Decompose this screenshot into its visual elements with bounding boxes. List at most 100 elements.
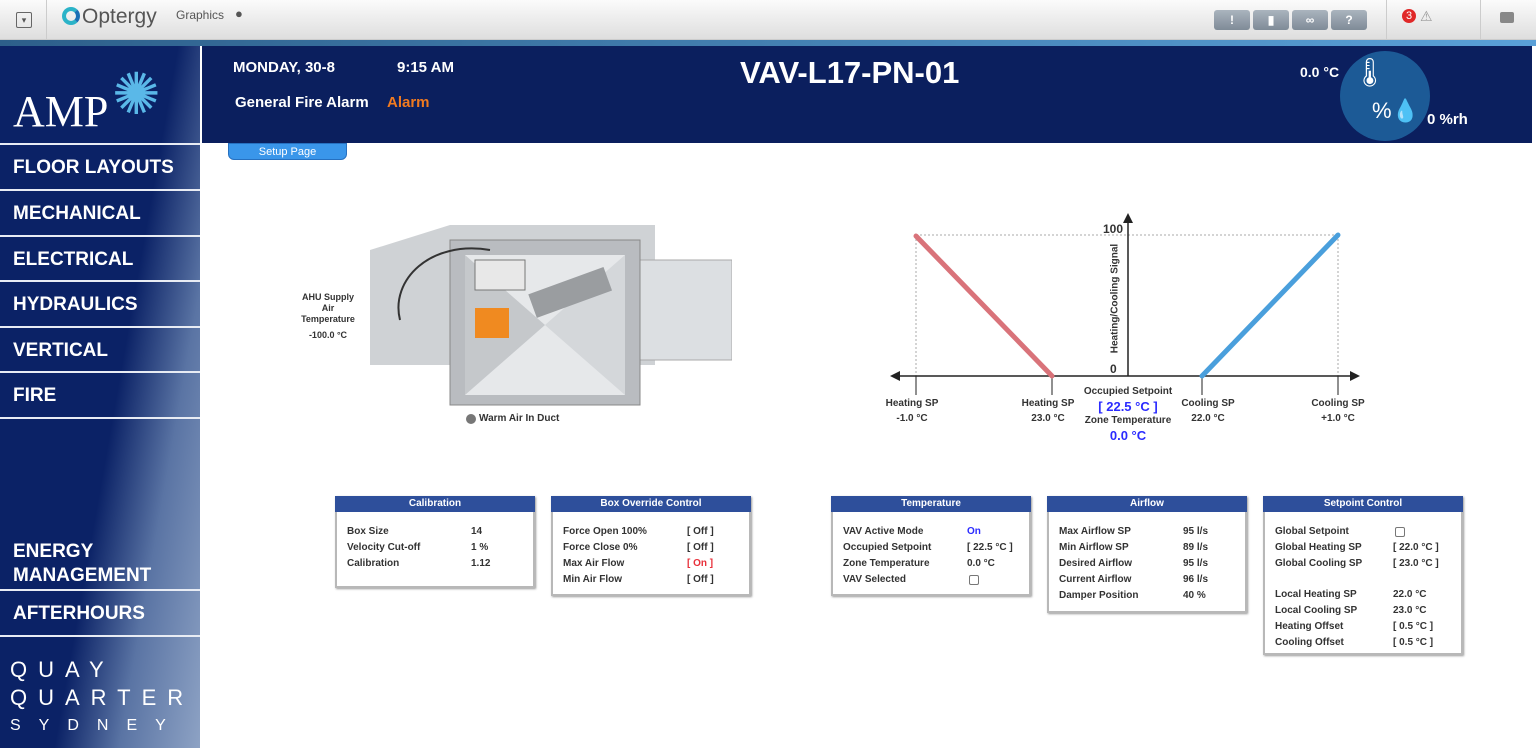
row-label: Box Size [347,526,389,537]
menu-dropdown-button[interactable]: ▾ [16,12,32,28]
sidebar-item-fire[interactable]: FIRE [0,373,200,419]
date: MONDAY, 30-8 [233,59,335,76]
humidity-icon: %💧 [1372,98,1419,123]
row-label: VAV Selected [843,574,906,585]
y-axis-arrow [1123,213,1133,223]
row-value: 95 l/s [1183,558,1209,569]
setup-page-button[interactable]: Setup Page [228,143,347,160]
row-label: Min Air Flow [563,574,623,585]
row-value: 0.0 °C [967,558,995,569]
row-value[interactable]: [ Off ] [687,526,714,537]
app-name: Optergy [82,5,157,28]
time: 9:15 AM [397,59,454,76]
sidebar-item-afterhours[interactable]: AFTERHOURS [0,591,200,637]
airflow-panel: Airflow Max Airflow SP 95 l/s Min Airflow S… [1047,496,1247,613]
row-label: Velocity Cut-off [347,542,421,553]
occupied-setpoint-block: Occupied Setpoint [ 22.5 °C ] Zone Tempe… [1068,386,1188,443]
sidebar: AMP ✺ FLOOR LAYOUTS MECHANICAL ELECTRICA… [0,46,200,748]
row-label: Global Heating SP [1275,542,1362,553]
vav-box-image [370,220,733,410]
row-label: Local Cooling SP [1275,605,1358,616]
fire-alarm-status[interactable]: Alarm [387,94,430,111]
thermometer-icon: 🌡 [1352,57,1388,88]
temperature-panel: Temperature VAV Active Mode On Occupied Set… [831,496,1031,596]
row-value: 89 l/s [1183,542,1209,553]
calibration-panel: Calibration Box Size 14 Velocity Cut-off 1 %… [335,496,535,588]
divider [46,0,47,40]
row-value[interactable]: [ Off ] [687,542,714,553]
amp-logo: AMP [13,87,109,136]
row-label: Damper Position [1059,590,1139,601]
row-label: Force Close 0% [563,542,638,553]
row-value: 96 l/s [1183,574,1209,585]
row-value[interactable]: [ Off ] [687,574,714,585]
row-value[interactable]: [ 22.0 °C ] [1393,542,1439,553]
link-button[interactable]: ∞ [1292,10,1328,30]
box-override-panel: Box Override Control Force Open 100%[ Off… [551,496,751,596]
row-value: 23.0 °C [1393,605,1427,616]
checkbox[interactable] [1395,527,1405,537]
ahu-supply-value: -100.0 °C [308,330,348,340]
row-value: 95 l/s [1183,526,1209,537]
row-value: 14 [471,526,483,537]
occupied-setpoint-value[interactable]: [ 22.5 °C ] [1098,399,1158,414]
setpoint-control-panel: Setpoint Control Global Setpoint Global He… [1263,496,1463,655]
row-label: Heating Offset [1275,621,1344,632]
row-value: On [967,526,981,537]
row-value[interactable]: [ 0.5 °C ] [1393,637,1434,648]
row-label: Local Heating SP [1275,589,1357,600]
heating-cooling-diagram [890,213,1360,395]
row-value: 40 % [1183,590,1206,601]
row-value[interactable]: [ 23.0 °C ] [1393,558,1439,569]
sidebar-item-energy-management[interactable]: ENERGY MANAGEMENT [0,536,200,591]
sidebar-item-vertical[interactable]: VERTICAL [0,328,200,373]
row-value[interactable]: [ 0.5 °C ] [1393,621,1434,632]
y-min-label: 0 [1110,362,1117,376]
alarm-count-badge[interactable]: 3 [1402,9,1416,23]
cooling-sp: Cooling SP 22.0 °C [1181,398,1235,424]
quay-quarter-logo: QUAY QUARTER SYDNEY [10,657,195,734]
accent-strip [0,40,1536,46]
outdoor-temperature: 0.0 °C [1300,64,1340,80]
y-max-label: 100 [1103,222,1124,236]
row-label: Zone Temperature [843,558,930,569]
row-value[interactable]: [ On ] [687,558,714,569]
status-dot-icon [466,414,476,424]
help-button[interactable]: ? [1331,10,1367,30]
x-axis-arrow-right [1350,371,1360,381]
row-label: Global Cooling SP [1275,558,1363,569]
header: MONDAY, 30-8 9:15 AM General Fire Alarm … [202,46,1532,143]
heating-sp: Heating SP 23.0 °C [1021,398,1075,424]
top-bar: ▾ Optergy Graphics ● ! ▮ ∞ ? 3 ⚠ [0,0,1536,40]
row-label: Calibration [347,558,400,569]
row-label: Occupied Setpoint [843,542,932,553]
sidebar-item-hydraulics[interactable]: HYDRAULICS [0,282,200,328]
section-label: Graphics [176,8,225,22]
weather-circle [1340,51,1430,141]
ahu-supply-label: AHU Supply Air Temperature [301,292,355,324]
outdoor-humidity: 0 %rh [1427,111,1468,128]
user-icon[interactable]: ● [235,6,243,21]
sidebar-item-mechanical[interactable]: MECHANICAL [0,191,200,237]
cooling-ramp-line [1199,232,1341,379]
row-value: 1.12 [471,558,491,569]
page-title: VAV-L17-PN-01 [740,55,960,90]
alert-button[interactable]: ! [1214,10,1250,30]
row-label: Max Air Flow [563,558,625,569]
row-label: Force Open 100% [563,526,647,537]
heating-ramp-line [913,233,1055,379]
row-label: Min Airflow SP [1059,542,1129,553]
checkbox[interactable] [969,575,979,585]
bookmark-button[interactable]: ▮ [1253,10,1289,30]
sidebar-item-electrical[interactable]: ELECTRICAL [0,237,200,282]
fire-alarm-label: General Fire Alarm [235,94,369,111]
row-value[interactable]: [ 22.5 °C ] [967,542,1013,553]
chat-icon[interactable] [1500,12,1514,23]
sidebar-item-floor-layouts[interactable]: FLOOR LAYOUTS [0,145,200,191]
row-label: Current Airflow [1059,574,1132,585]
x-axis-arrow-left [890,371,900,381]
amp-flower-icon: ✺ [112,62,161,127]
row-value: 22.0 °C [1393,589,1427,600]
row-label: Global Setpoint [1275,526,1349,537]
alarm-beacon-icon[interactable]: ⚠ [1420,8,1433,24]
